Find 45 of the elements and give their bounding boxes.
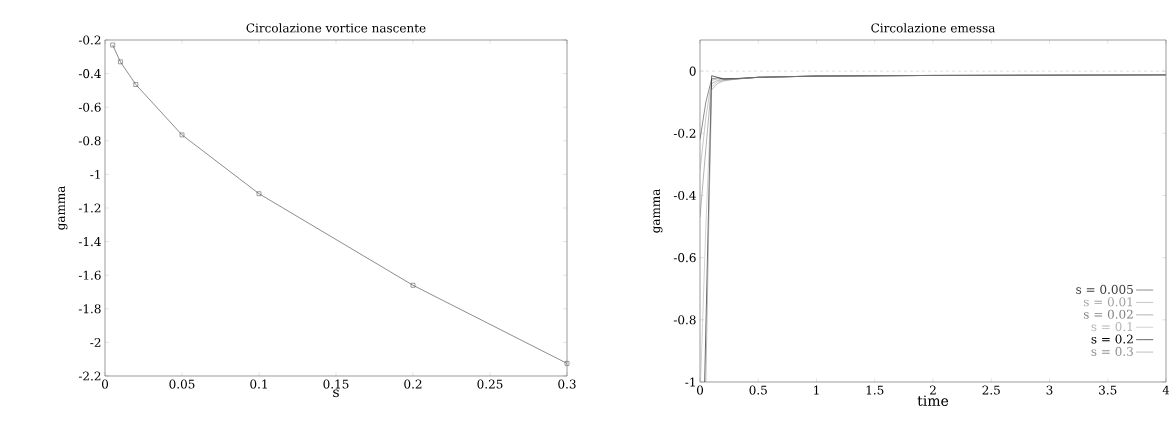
y-tick-label: -1 xyxy=(685,377,695,387)
y-tick-label: -0.2 xyxy=(673,128,696,138)
y-tick-label: -1.6 xyxy=(78,270,101,280)
x-tick-label: 2.5 xyxy=(982,385,1000,395)
y-tick-label: -0.2 xyxy=(78,35,101,45)
y-tick-label: -1.4 xyxy=(78,237,101,247)
x-tick-label: 0.3 xyxy=(558,379,576,389)
y-tick-label: -2.2 xyxy=(78,371,101,381)
x-axis-title: time xyxy=(917,395,949,406)
x-tick-label: 3 xyxy=(1046,385,1053,395)
y-tick-label: -1 xyxy=(90,169,100,179)
y-tick-label: -0.4 xyxy=(673,190,696,200)
y-tick-label: -0.6 xyxy=(78,102,101,112)
y-tick-label: 0 xyxy=(689,66,696,76)
x-tick-label: 4 xyxy=(1162,385,1169,395)
y-tick-label: -0.8 xyxy=(673,315,696,325)
legend-label: s = 0.3 xyxy=(1091,346,1133,356)
x-tick-label: 0.25 xyxy=(477,379,503,389)
x-tick-label: 2 xyxy=(930,385,936,395)
y-tick-label: -2 xyxy=(90,337,101,347)
legend-label: s = 0.1 xyxy=(1091,322,1133,332)
legend-label: s = 0.005 xyxy=(1076,284,1133,294)
legend-label: s = 0.02 xyxy=(1083,309,1133,319)
x-tick-label: 0.2 xyxy=(404,379,422,389)
chart-title: Circolazione vortice nascente xyxy=(246,23,426,33)
x-tick-label: 0.05 xyxy=(169,379,195,389)
y-tick-label: -0.6 xyxy=(673,253,696,263)
y-tick-label: -1.2 xyxy=(78,203,101,213)
x-tick-label: 3.5 xyxy=(1099,385,1117,395)
y-tick-label: -0.4 xyxy=(78,69,101,79)
x-tick-label: 1 xyxy=(814,385,819,395)
legend-label: s = 0.2 xyxy=(1091,334,1133,344)
x-tick-label: 0 xyxy=(696,385,704,395)
x-tick-label: 0.1 xyxy=(250,379,267,389)
y-tick-label: -1.8 xyxy=(78,304,101,314)
chart-title: Circolazione emessa xyxy=(871,23,996,33)
y-axis-title: gamma xyxy=(653,188,663,233)
y-axis-title: gamma xyxy=(58,185,68,230)
legend-label: s = 0.01 xyxy=(1083,297,1133,307)
x-tick-label: 0.5 xyxy=(749,385,767,395)
x-tick-label: 0.15 xyxy=(323,379,349,389)
y-tick-label: -0.8 xyxy=(78,136,101,146)
x-tick-label: 1.5 xyxy=(866,385,884,395)
x-axis-title: s xyxy=(333,389,339,398)
x-tick-label: 0 xyxy=(101,379,109,389)
